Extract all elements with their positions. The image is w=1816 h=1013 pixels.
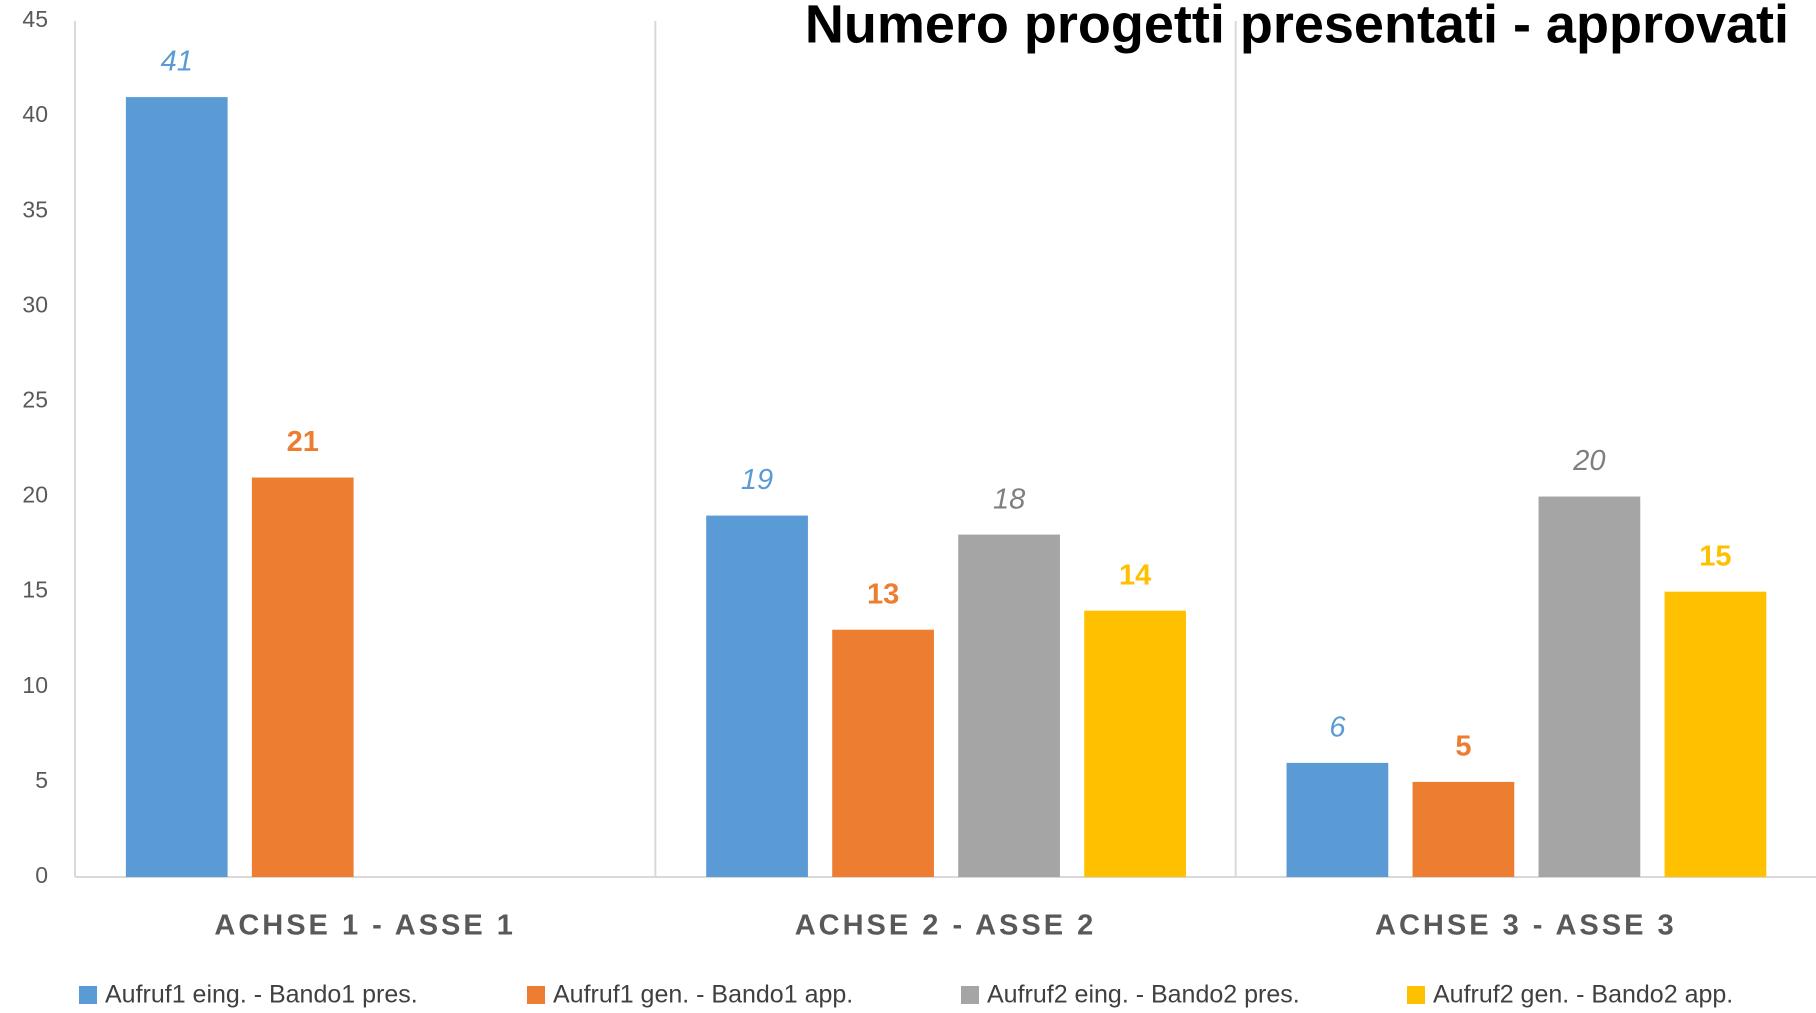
data-label: 19	[741, 464, 773, 496]
data-label: 13	[867, 578, 899, 610]
data-label: 21	[287, 426, 319, 458]
legend-label: Aufruf1 gen. - Bando1 app.	[553, 981, 853, 1009]
y-tick-label: 10	[22, 672, 48, 698]
bar	[1412, 781, 1515, 877]
x-tick-label: ACHSE 2 - ASSE 2	[795, 910, 1097, 942]
data-label: 20	[1572, 445, 1605, 477]
legend-label: Aufruf2 gen. - Bando2 app.	[1433, 981, 1733, 1009]
bar	[1084, 610, 1186, 877]
bar	[1664, 591, 1767, 877]
bar	[706, 515, 808, 877]
chart-title: Numero progetti presentati - approvati	[805, 0, 1789, 54]
legend-swatch	[79, 986, 97, 1004]
legend-label: Aufruf2 eing. - Bando2 pres.	[987, 981, 1300, 1009]
bar	[1286, 762, 1389, 877]
legend-label: Aufruf1 eing. - Bando1 pres.	[105, 981, 418, 1009]
y-tick-label: 20	[22, 482, 48, 508]
y-tick-label: 40	[22, 101, 48, 127]
data-label: 18	[993, 483, 1025, 515]
data-label: 6	[1329, 712, 1346, 744]
data-label: 41	[161, 46, 193, 78]
bar	[958, 534, 1060, 877]
y-tick-label: 35	[22, 196, 48, 222]
y-tick-label: 30	[22, 291, 48, 317]
y-tick-label: 25	[22, 387, 48, 413]
bar	[1538, 496, 1641, 877]
data-label: 5	[1455, 731, 1471, 763]
data-label: 14	[1119, 559, 1151, 591]
bar	[832, 629, 934, 877]
legend-swatch	[961, 986, 979, 1004]
y-tick-label: 45	[22, 6, 48, 32]
legend-swatch	[1407, 986, 1425, 1004]
bar	[125, 97, 228, 878]
bar	[251, 477, 354, 877]
y-tick-label: 0	[35, 862, 48, 888]
y-tick-label: 5	[35, 767, 48, 793]
y-tick-label: 15	[22, 577, 48, 603]
x-tick-label: ACHSE 3 - ASSE 3	[1375, 910, 1677, 942]
legend-swatch	[527, 986, 545, 1004]
x-tick-label: ACHSE 1 - ASSE 1	[214, 910, 516, 942]
data-label: 15	[1699, 540, 1731, 572]
